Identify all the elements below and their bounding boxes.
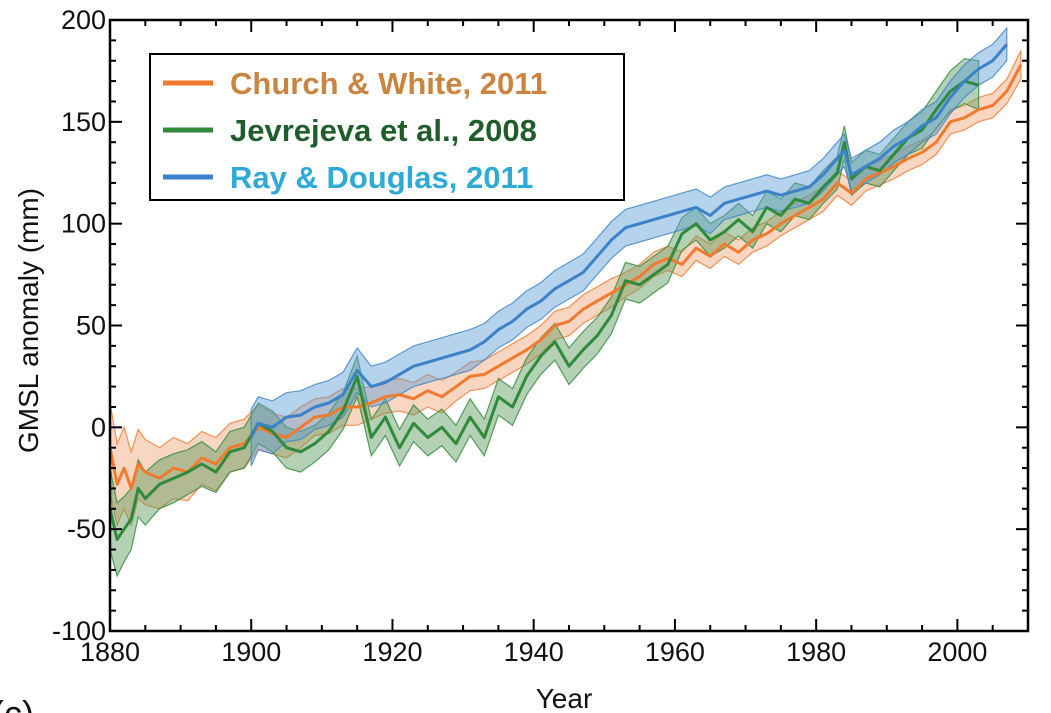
x-tick-label: 2000 [927, 637, 987, 667]
y-tick-label: 50 [76, 311, 106, 341]
y-tick-label: 0 [91, 412, 106, 442]
legend-label: Church & White, 2011 [230, 66, 547, 101]
y-tick-label: -50 [67, 514, 106, 544]
x-tick-label: 1900 [221, 637, 281, 667]
x-axis-title: Year [536, 683, 593, 713]
y-axis-title: GMSL anomaly (mm) [13, 188, 44, 453]
y-tick-label: -100 [52, 616, 106, 646]
x-tick-label: 1880 [80, 637, 140, 667]
x-tick-label: 1940 [504, 637, 564, 667]
y-tick-label: 200 [61, 5, 106, 35]
series-lines [108, 43, 1023, 541]
x-tick-label: 1960 [645, 637, 705, 667]
x-tick-label: 1980 [786, 637, 846, 667]
legend: Church & White, 2011 Jevrejeva et al., 20… [149, 53, 625, 201]
band-series-2 [250, 26, 1008, 467]
legend-label: Jevrejeva et al., 2008 [230, 113, 537, 148]
y-tick-label: 100 [61, 209, 106, 239]
line-series-1 [108, 79, 980, 541]
band-series-0 [109, 50, 1022, 528]
line-series-2 [249, 43, 1008, 439]
legend-box [149, 53, 625, 201]
tick-labels: 1880 1900 1920 1940 1960 1980 2000 -100 -50 0 50 10… [52, 5, 987, 667]
y-tick-label: 150 [61, 107, 106, 137]
legend-label: Ray & Douglas, 2011 [230, 160, 533, 195]
panel-label: (c) [0, 693, 34, 713]
x-tick-label: 1920 [362, 637, 422, 667]
line-series-0 [108, 64, 1023, 490]
axis-ticks [109, 19, 1029, 632]
